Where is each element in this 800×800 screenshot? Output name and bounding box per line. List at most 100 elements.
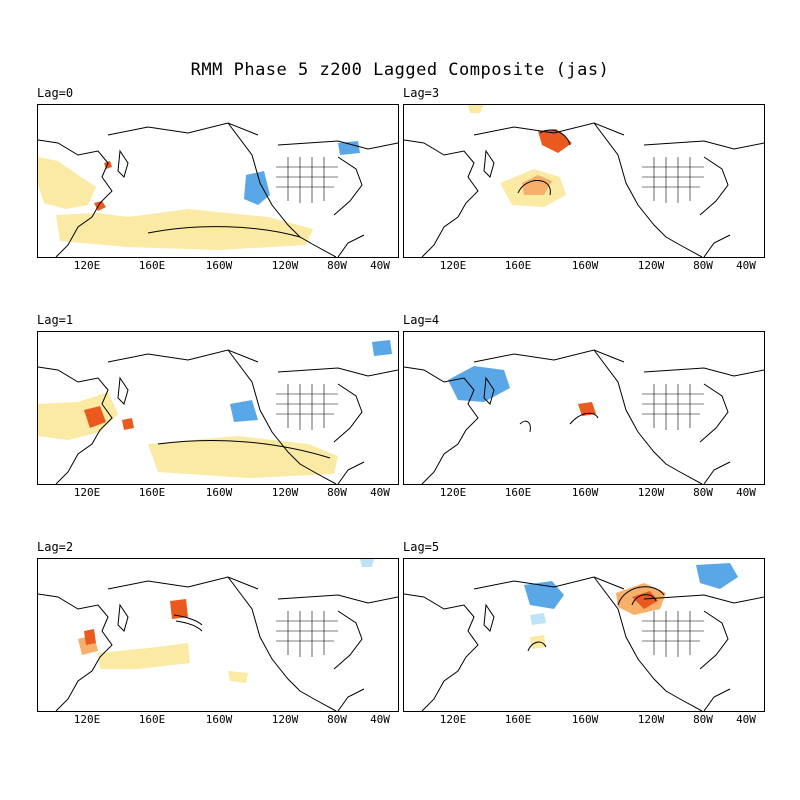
contour-line [175,620,203,632]
coastline-south-america [337,461,365,484]
contour-line [517,180,551,196]
map-frame [37,104,399,258]
x-tick-label: 160E [504,713,532,726]
contour-line [617,586,665,606]
x-tick-label: 120E [73,259,101,272]
negative-anomaly-shading [338,141,360,155]
map-frame [403,558,765,712]
coastline-south-america [703,688,731,711]
x-tick-label: 40W [736,486,756,499]
x-tick-label: 40W [370,713,390,726]
coastline-us-east [699,383,729,443]
coastline-asia [404,139,479,257]
negative-anomaly-shading [524,581,564,609]
negative-anomaly-shading [230,400,258,422]
coastline-japan [483,603,495,632]
x-tick-label: 160W [571,259,599,272]
coastline-north-america-east [277,367,398,377]
x-tick-label: 160W [205,259,233,272]
x-tick-label: 120W [637,713,665,726]
x-tick-label: 160E [138,259,166,272]
x-tick-label: 160E [504,259,532,272]
positive-anomaly-shading [148,436,338,478]
x-tick-label: 120W [637,259,665,272]
map-canvas [404,349,764,484]
coastline-japan [483,149,495,178]
negative-anomaly-shading [696,563,738,589]
map-canvas [38,122,398,257]
panel-lag-5: Lag=5 [403,540,765,726]
x-tick-label: 80W [693,259,713,272]
coastline-south-america [703,234,731,257]
coastline-us-east [333,156,363,216]
coastline-us-east [699,610,729,670]
x-axis-ticks: 120E 160E 160W 120W 80W 40W [403,486,765,500]
country-grid [276,157,338,203]
x-tick-label: 80W [693,713,713,726]
coastline-north-america [593,576,703,711]
positive-anomaly-shading [98,643,190,669]
x-tick-label: 40W [736,713,756,726]
positive-anomaly-shading [56,209,313,250]
coastline-north-america-east [643,367,764,377]
panel-lag-0: Lag=0 120E [37,86,399,272]
negative-anomaly-shading [244,171,270,205]
map-canvas [38,340,398,484]
coastline-north-america-east [643,594,764,604]
coastline-northwest [473,576,625,590]
coastline-japan [483,376,495,405]
x-tick-label: 120W [271,486,299,499]
light-negative-anomaly [530,613,546,625]
x-tick-label: 120W [271,259,299,272]
country-grid [276,611,338,657]
country-grid [642,384,704,430]
x-axis-ticks: 120E 160E 160W 120W 80W 40W [403,259,765,273]
x-tick-label: 120E [73,486,101,499]
country-grid [642,611,704,657]
strong-positive-anomaly [84,406,106,428]
coastline-north-america [227,576,337,711]
map-canvas [38,559,398,711]
coastline-south-america [337,688,365,711]
x-tick-label: 80W [327,713,347,726]
positive-anomaly-shading [228,671,248,683]
x-tick-label: 80W [327,259,347,272]
x-tick-label: 160W [571,486,599,499]
coastline-japan [117,603,129,632]
coastline-northwest [107,122,259,136]
strong-positive-anomaly [538,129,572,153]
x-tick-label: 160E [138,486,166,499]
strong-positive-anomaly [84,629,96,645]
negative-anomaly-shading [448,366,510,402]
x-tick-label: 160W [571,713,599,726]
panel-label: Lag=3 [403,86,440,100]
x-tick-label: 40W [370,486,390,499]
coastline-asia [38,593,113,711]
contour-line [519,420,531,433]
coastline-north-america [593,349,703,484]
coastline-south-america [337,234,365,257]
contour-line [173,614,203,626]
x-tick-label: 120W [271,713,299,726]
coastline-japan [117,149,129,178]
panel-label: Lag=0 [37,86,74,100]
coastline-asia [404,593,479,711]
map-canvas [404,105,764,257]
strong-positive-anomaly [578,402,596,416]
x-tick-label: 120E [439,486,467,499]
coastline-us-east [333,383,363,443]
contour-line [527,641,547,652]
x-tick-label: 120E [439,713,467,726]
x-axis-ticks: 120E 160E 160W 120W 80W 40W [37,486,399,500]
coastline-north-america-east [277,140,398,150]
panel-label: Lag=5 [403,540,440,554]
panel-label: Lag=2 [37,540,74,554]
coastline-northwest [107,349,259,363]
coastline-north-america [227,349,337,484]
map-frame [37,558,399,712]
x-tick-label: 40W [370,259,390,272]
coastline-northwest [473,349,625,363]
x-axis-ticks: 120E 160E 160W 120W 80W 40W [37,713,399,727]
coastline-asia [38,139,113,257]
positive-anomaly-shading [38,157,96,209]
